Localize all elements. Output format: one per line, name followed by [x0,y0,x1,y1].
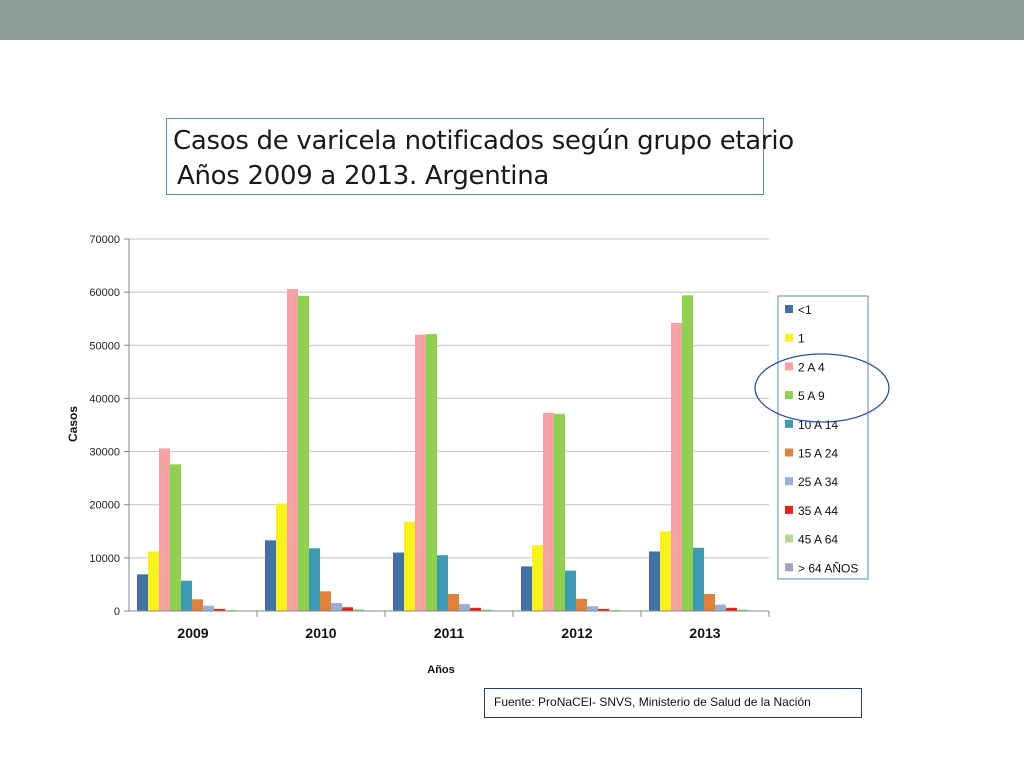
bar [598,608,609,611]
legend-label: <1 [798,303,812,317]
x-tick-label: 2009 [177,625,208,641]
legend-swatch [785,419,793,428]
legend-swatch [785,448,793,457]
bar [693,547,704,611]
bar [426,334,437,611]
bar [298,295,309,611]
gridlines [129,238,769,559]
bar [481,609,492,611]
highlight-ellipse [754,353,890,423]
legend-swatch [785,563,793,572]
chart-title: Casos de varicela notificados según grup… [173,126,794,156]
bar [415,334,426,611]
y-tick-label: 40000 [89,393,120,405]
legend-label: > 64 AÑOS [798,561,858,575]
x-axis-label: Años [427,664,455,676]
bar [287,288,298,611]
bar [331,603,342,611]
y-tick-label: 60000 [89,287,120,299]
bar [276,503,287,611]
bar [393,552,404,611]
bar [565,570,576,611]
bar [554,413,565,611]
legend-swatch [785,391,793,400]
bar [265,540,276,611]
bar [521,566,532,611]
legend-box [777,295,869,580]
legend-label: 25 A 34 [798,475,838,489]
bar [192,599,203,611]
bar [726,607,737,611]
chart-subtitle: Años 2009 a 2013. Argentina [177,161,550,191]
bar [543,412,554,611]
bar [170,464,181,611]
x-tick-label: 2013 [689,625,720,641]
bar [682,295,693,611]
y-tick-label: 20000 [89,500,120,512]
bar [671,322,682,611]
bar [214,608,225,611]
bar [137,574,148,611]
chart-title-box: Casos de varicela notificados según grup… [166,118,794,195]
legend-label: 1 [798,332,805,346]
legend-label: 5 A 9 [798,389,825,403]
y-tick-label: 10000 [89,553,120,565]
bar [459,604,470,611]
axes: 0 10000 20000 30000 40000 50000 60000 70000 2009… [89,234,770,641]
bar [715,604,726,611]
legend-swatch [785,362,793,371]
y-axis-label: Casos [66,406,80,442]
bar [737,609,748,611]
bar [404,521,415,611]
y-tick-label: 30000 [89,447,120,459]
bar [704,593,715,611]
bar [576,598,587,611]
legend-label: 2 A 4 [798,360,825,374]
source-note: Fuente: ProNaCEI- SNVS, Ministerio de Sa… [484,688,862,718]
legend-label: 45 A 64 [798,533,838,547]
bar [320,591,331,611]
bar [342,607,353,611]
y-tick-label: 70000 [89,234,120,246]
legend-swatch [785,534,793,543]
legend-label: 15 A 24 [798,447,838,461]
bar [470,607,481,611]
bar [159,448,170,611]
bar [353,609,364,611]
bar [225,609,236,611]
legend-swatch [785,477,793,486]
bar [309,548,320,611]
y-tick-label: 0 [114,606,120,618]
x-tick-label: 2010 [305,625,336,641]
legend-swatch [785,505,793,514]
bars [137,288,759,612]
bar [148,551,159,611]
bar [203,605,214,611]
bar [587,606,598,611]
legend-swatch [785,305,793,313]
bar [532,545,543,611]
bar [437,555,448,611]
bar [660,531,671,611]
bar [649,551,660,611]
legend-label: 10 A 14 [798,418,838,432]
bar [609,609,620,611]
x-tick-label: 2011 [434,625,465,641]
bar [181,580,192,611]
legend-label: 35 A 44 [798,504,838,518]
legend-swatch [785,333,793,342]
bar [448,593,459,611]
slide-header-band [0,0,1024,40]
y-tick-label: 50000 [89,340,120,352]
x-tick-label: 2012 [561,625,592,641]
